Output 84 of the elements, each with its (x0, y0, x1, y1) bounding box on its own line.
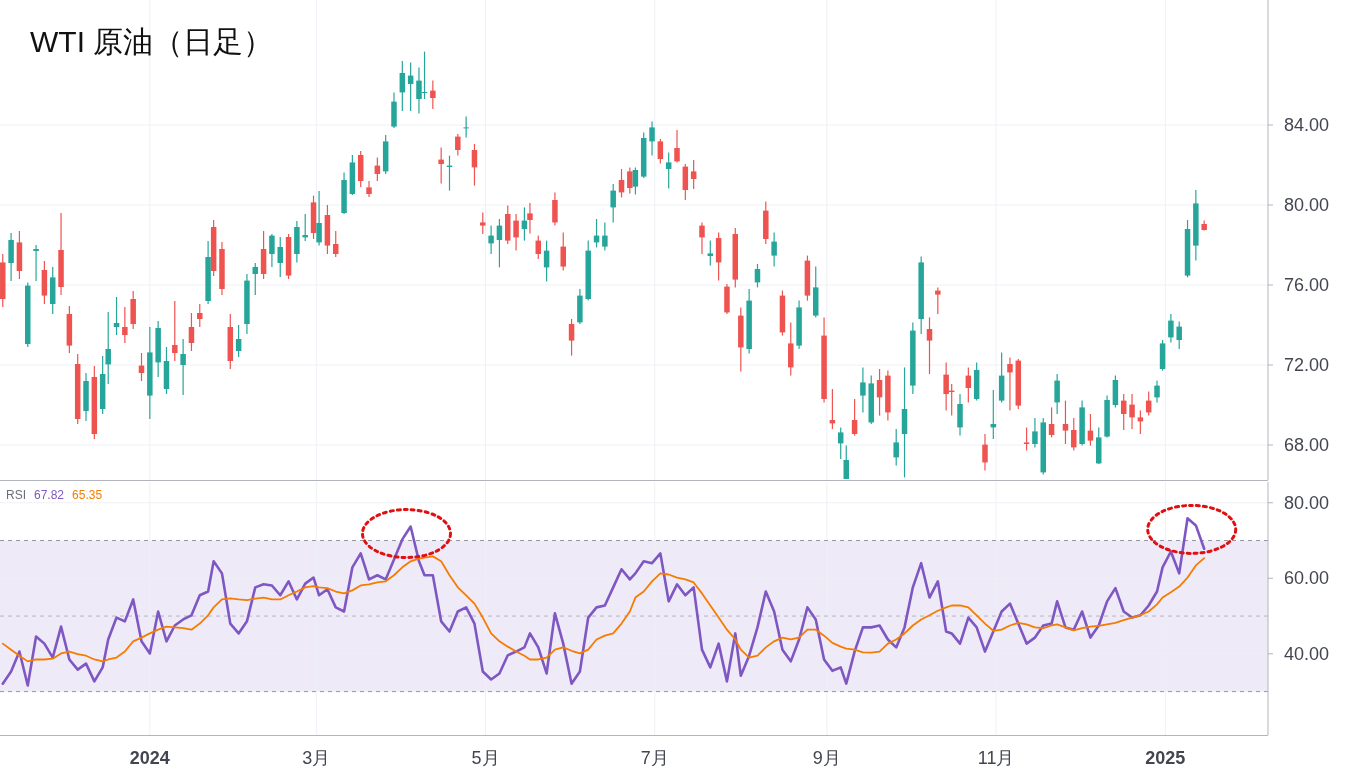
candlestick (843, 445, 849, 480)
candlestick (1176, 320, 1182, 350)
candlestick (707, 240, 714, 267)
candlestick (269, 233, 275, 268)
y-tick-label: 68.00 (1284, 435, 1330, 455)
x-tick-label: 9月 (812, 748, 841, 768)
text: WTI 原油（日足） (30, 25, 274, 58)
candlestick (788, 321, 794, 377)
candlestick (252, 262, 259, 296)
y-tick-label: 80.00 (1284, 195, 1330, 215)
candlestick (1129, 393, 1135, 430)
candlestick (302, 213, 308, 242)
candlestick (277, 236, 283, 278)
candlestick (180, 338, 186, 396)
candlestick (172, 300, 178, 362)
candlestick (560, 231, 566, 272)
candlestick (488, 225, 494, 255)
y-tick-label: 72.00 (1284, 355, 1330, 375)
y-tick-label: 80.00 (1284, 492, 1330, 513)
candlestick (982, 433, 988, 472)
candlestick (1023, 426, 1030, 452)
x-tick-label: 7月 (640, 748, 669, 768)
candlestick (513, 213, 519, 252)
candlestick (1048, 406, 1055, 438)
candlestick (1087, 413, 1094, 447)
candlestick (1137, 410, 1144, 435)
candlestick (332, 230, 339, 258)
candlestick (463, 116, 469, 138)
candlestick (860, 366, 866, 413)
candlestick (122, 306, 128, 344)
candlestick (649, 120, 655, 157)
candlestick (455, 133, 461, 157)
y-tick-label: 84.00 (1284, 115, 1330, 135)
candlestick (527, 202, 533, 234)
x-tick-label: 5月 (471, 748, 500, 768)
line-series (1, 555, 1206, 663)
candlestick (771, 231, 777, 268)
candlestick (438, 146, 444, 184)
candlestick (627, 166, 633, 194)
candlestick (1071, 417, 1077, 452)
annotation: RSI (6, 488, 27, 502)
candlestick (1168, 313, 1174, 343)
candlestick (851, 398, 858, 437)
candlestick (957, 393, 963, 437)
candlestick (657, 138, 664, 164)
x-tick-label: 11月 (977, 748, 1015, 768)
candlestick (674, 129, 680, 163)
x-tick-label: 2024 (129, 748, 170, 768)
candlestick (935, 286, 941, 315)
y-tick-label: 40.00 (1284, 643, 1330, 664)
candlestick (837, 426, 844, 460)
x-tick-label: 2025 (1145, 748, 1186, 768)
candlestick (33, 244, 39, 282)
line-series (1, 516, 1206, 687)
candlestick (610, 183, 616, 223)
candlestick (197, 303, 203, 328)
candlestick (1054, 373, 1060, 415)
candlestick (602, 221, 608, 252)
candlestick (926, 316, 933, 375)
candlestick (113, 296, 120, 336)
candlestick (188, 312, 195, 352)
candlestick (699, 221, 705, 255)
candlestick (893, 428, 899, 467)
candlestick (480, 211, 486, 235)
candlestick (235, 324, 242, 358)
candlestick (430, 80, 436, 110)
candlestick (568, 318, 575, 357)
candlestick (1007, 356, 1013, 412)
candlestick (665, 151, 672, 189)
y-tick-label: 60.00 (1284, 568, 1330, 589)
candlestick (1062, 400, 1069, 445)
x-tick-label: 3月 (302, 748, 331, 768)
candlestick (1154, 380, 1160, 403)
candlestick (105, 311, 111, 385)
candlestick (316, 190, 322, 247)
candlestick (632, 166, 639, 196)
candlestick (690, 159, 697, 190)
candlestick (366, 180, 372, 198)
text: 65.35 (72, 488, 103, 502)
text: 67.82 (34, 488, 65, 502)
candlestick (1032, 417, 1038, 448)
candlestick (8, 232, 14, 282)
y-tick-label: 76.00 (1284, 275, 1330, 295)
candlestick (552, 191, 558, 227)
